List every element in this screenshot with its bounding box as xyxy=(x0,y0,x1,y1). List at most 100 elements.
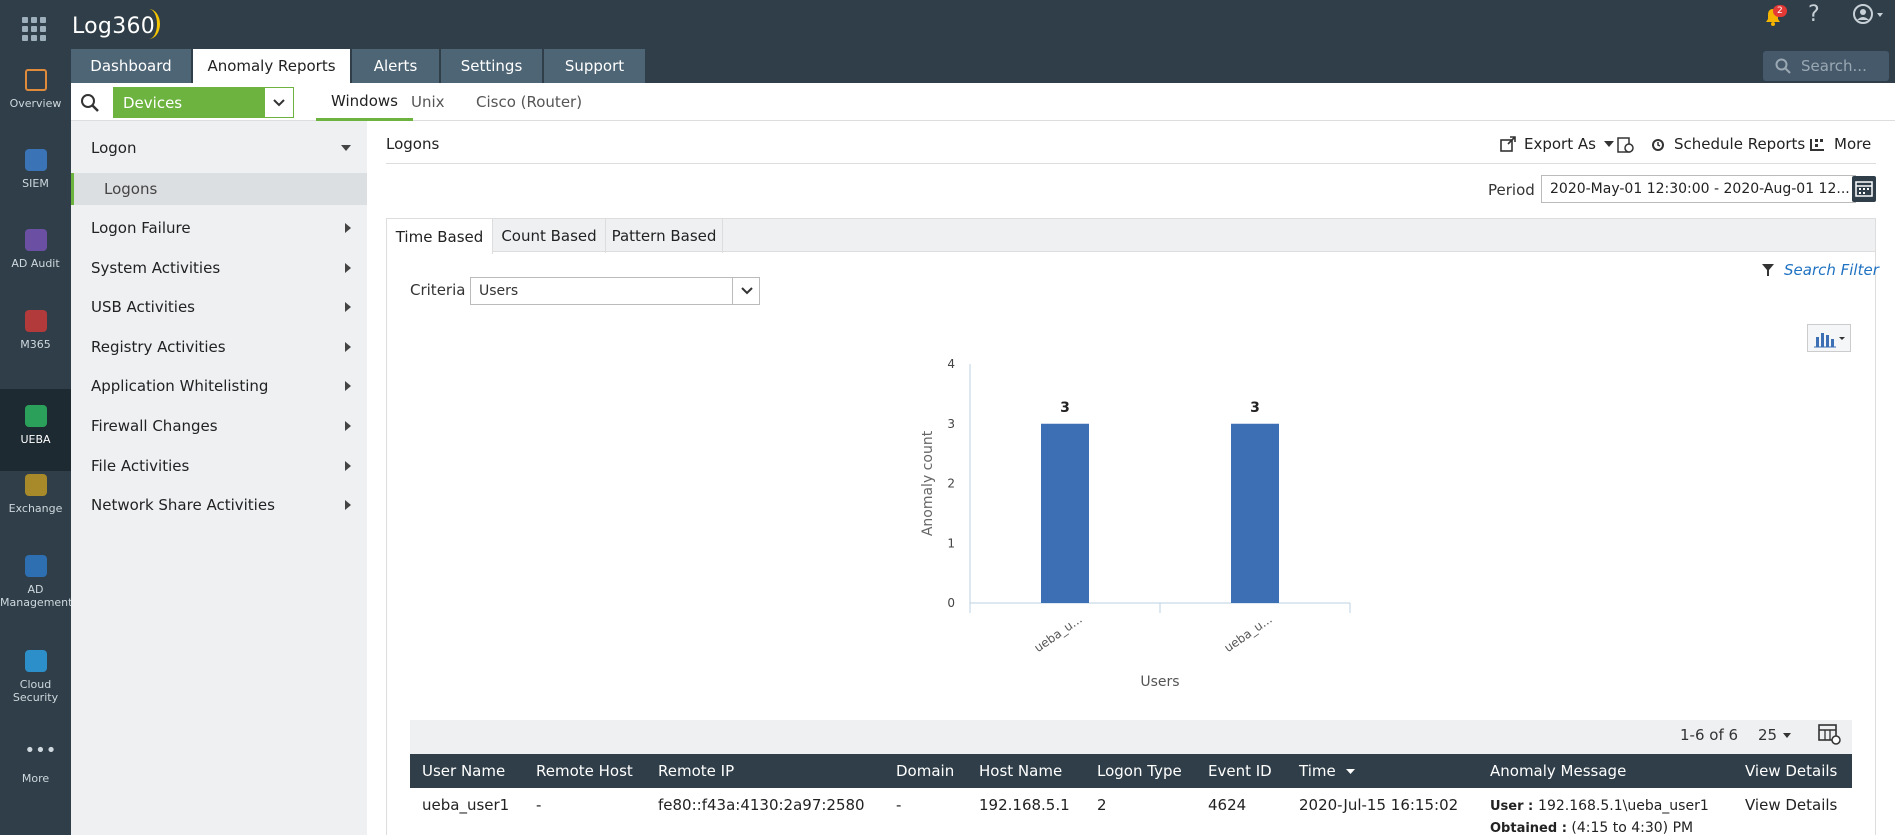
column-remote-ip[interactable]: Remote IP xyxy=(658,762,735,780)
event-id-cell: 4624 xyxy=(1208,796,1247,814)
ad-management-icon xyxy=(24,555,47,577)
criteria-select[interactable]: Users xyxy=(470,277,760,305)
view-details-link[interactable]: View Details xyxy=(1745,796,1838,814)
report-view-tabs: Time Based Count Based Pattern Based xyxy=(386,218,1876,254)
tab-unix[interactable]: Unix xyxy=(411,93,445,111)
tab-time-based[interactable]: Time Based xyxy=(387,219,493,254)
time-cell: 2020-Jul-15 16:15:02 xyxy=(1299,796,1459,814)
sidebar-item-usb-activities[interactable]: USB Activities xyxy=(91,298,361,316)
exchange-icon xyxy=(24,474,47,496)
schedule-reports-button[interactable]: Schedule Reports xyxy=(1650,135,1805,153)
product-rail: Overview SIEM AD Audit M365 UEBA Exchang… xyxy=(0,49,72,835)
report-settings-icon[interactable] xyxy=(1617,137,1634,154)
chart-type-button[interactable] xyxy=(1807,324,1851,352)
chevron-down-icon xyxy=(341,145,351,151)
search-filter-link[interactable]: Search Filter xyxy=(1762,261,1879,279)
rail-item-siem[interactable]: SIEM xyxy=(0,149,71,209)
criteria-label: Criteria xyxy=(410,281,466,299)
tab-anomaly-reports[interactable]: Anomaly Reports xyxy=(193,49,350,83)
user-menu-icon[interactable] xyxy=(1850,3,1886,25)
sidebar-subitem-logons[interactable]: Logons xyxy=(71,173,367,205)
sidebar-item-network-share-activities[interactable]: Network Share Activities xyxy=(91,496,361,514)
calendar-icon[interactable] xyxy=(1852,176,1876,202)
tab-windows[interactable]: Windows xyxy=(316,83,413,121)
column-time[interactable]: Time xyxy=(1299,754,1355,788)
column-anomaly-message[interactable]: Anomaly Message xyxy=(1490,762,1627,780)
rail-item-ueba[interactable]: UEBA xyxy=(0,389,71,471)
sub-navigation-bar: Devices Windows Unix Cisco (Router) xyxy=(71,83,1895,121)
y-tick-label: 1 xyxy=(947,536,955,550)
column-remote-host[interactable]: Remote Host xyxy=(536,762,633,780)
search-placeholder: Search... xyxy=(1801,57,1867,75)
sidebar-item-logon[interactable]: Logon xyxy=(91,139,361,157)
rail-item-more[interactable]: ••• More xyxy=(21,740,57,786)
sidebar-item-application-whitelisting[interactable]: Application Whitelisting xyxy=(91,377,361,395)
page-size-select[interactable]: 25 xyxy=(1758,722,1802,748)
more-actions-button[interactable]: More xyxy=(1810,135,1871,153)
tab-count-based[interactable]: Count Based xyxy=(493,219,606,253)
help-icon[interactable]: ? xyxy=(1808,2,1820,27)
tab-settings[interactable]: Settings xyxy=(441,49,542,83)
chevron-right-icon xyxy=(345,381,351,391)
sidebar-item-logon-failure[interactable]: Logon Failure xyxy=(91,219,361,237)
search-icon xyxy=(1775,58,1791,74)
search-icon[interactable] xyxy=(79,92,101,114)
column-logon-type[interactable]: Logon Type xyxy=(1097,762,1182,780)
column-chooser-icon[interactable] xyxy=(1817,722,1841,746)
chevron-down-icon[interactable] xyxy=(264,87,294,118)
x-tick-label: ueba_u... xyxy=(1222,612,1275,655)
page-title: Logons xyxy=(386,135,440,153)
rail-item-ad-management[interactable]: AD Management xyxy=(0,555,72,625)
column-host-name[interactable]: Host Name xyxy=(979,762,1063,780)
period-label: Period xyxy=(1488,181,1535,199)
tab-pattern-based[interactable]: Pattern Based xyxy=(606,219,723,253)
rail-item-m365[interactable]: M365 xyxy=(0,310,71,370)
m365-icon xyxy=(24,310,47,332)
y-tick-label: 2 xyxy=(947,477,955,491)
device-type-select[interactable]: Devices xyxy=(113,87,293,118)
sidebar-item-system-activities[interactable]: System Activities xyxy=(91,259,361,277)
chevron-right-icon xyxy=(345,461,351,471)
more-icon: ••• xyxy=(24,740,57,761)
rail-item-cloud-security[interactable]: Cloud Security xyxy=(0,650,71,720)
export-as-button[interactable]: Export As xyxy=(1500,135,1614,153)
sidebar-item-file-activities[interactable]: File Activities xyxy=(91,457,361,475)
caret-down-icon xyxy=(1783,732,1792,738)
sidebar-item-registry-activities[interactable]: Registry Activities xyxy=(91,338,361,356)
overview-icon xyxy=(24,69,47,91)
table-header: User Name Remote Host Remote IP Domain H… xyxy=(410,754,1852,788)
rail-item-overview[interactable]: Overview xyxy=(0,69,71,129)
period-date-range-input[interactable]: 2020-May-01 12:30:00 - 2020-Aug-01 12... xyxy=(1541,175,1856,203)
remote-host-cell: - xyxy=(536,796,542,814)
chevron-right-icon xyxy=(345,263,351,273)
host-name-link[interactable]: 192.168.5.1 xyxy=(979,796,1070,814)
bar[interactable] xyxy=(1231,423,1279,603)
user-name-link[interactable]: ueba_user1 xyxy=(422,796,510,814)
column-domain[interactable]: Domain xyxy=(896,762,955,780)
bar-data-label: 3 xyxy=(1060,400,1070,416)
column-event-id[interactable]: Event ID xyxy=(1208,762,1272,780)
column-user-name[interactable]: User Name xyxy=(422,762,506,780)
sidebar-item-firewall-changes[interactable]: Firewall Changes xyxy=(91,417,361,435)
global-search-input[interactable]: Search... xyxy=(1763,51,1889,81)
chevron-down-icon[interactable] xyxy=(732,277,760,305)
rail-item-ad-audit[interactable]: AD Audit xyxy=(0,229,71,289)
chevron-right-icon xyxy=(345,223,351,233)
tab-support[interactable]: Support xyxy=(544,49,645,83)
rail-item-exchange[interactable]: Exchange xyxy=(0,474,71,534)
domain-cell: - xyxy=(896,796,902,814)
chevron-right-icon xyxy=(345,421,351,431)
column-view-details[interactable]: View Details xyxy=(1745,762,1838,780)
table-toolbar xyxy=(410,720,1852,754)
tab-alerts[interactable]: Alerts xyxy=(352,49,439,83)
chevron-right-icon xyxy=(345,342,351,352)
app-launcher-icon[interactable] xyxy=(22,17,46,41)
tab-cisco-router[interactable]: Cisco (Router) xyxy=(476,93,583,111)
siem-icon xyxy=(24,149,47,171)
bar[interactable] xyxy=(1041,423,1089,603)
alarm-clock-icon xyxy=(1652,139,1664,151)
filter-icon xyxy=(1762,264,1774,276)
logo-swoosh-icon xyxy=(138,9,160,39)
report-panel xyxy=(386,251,1876,835)
tab-dashboard[interactable]: Dashboard xyxy=(71,49,191,83)
